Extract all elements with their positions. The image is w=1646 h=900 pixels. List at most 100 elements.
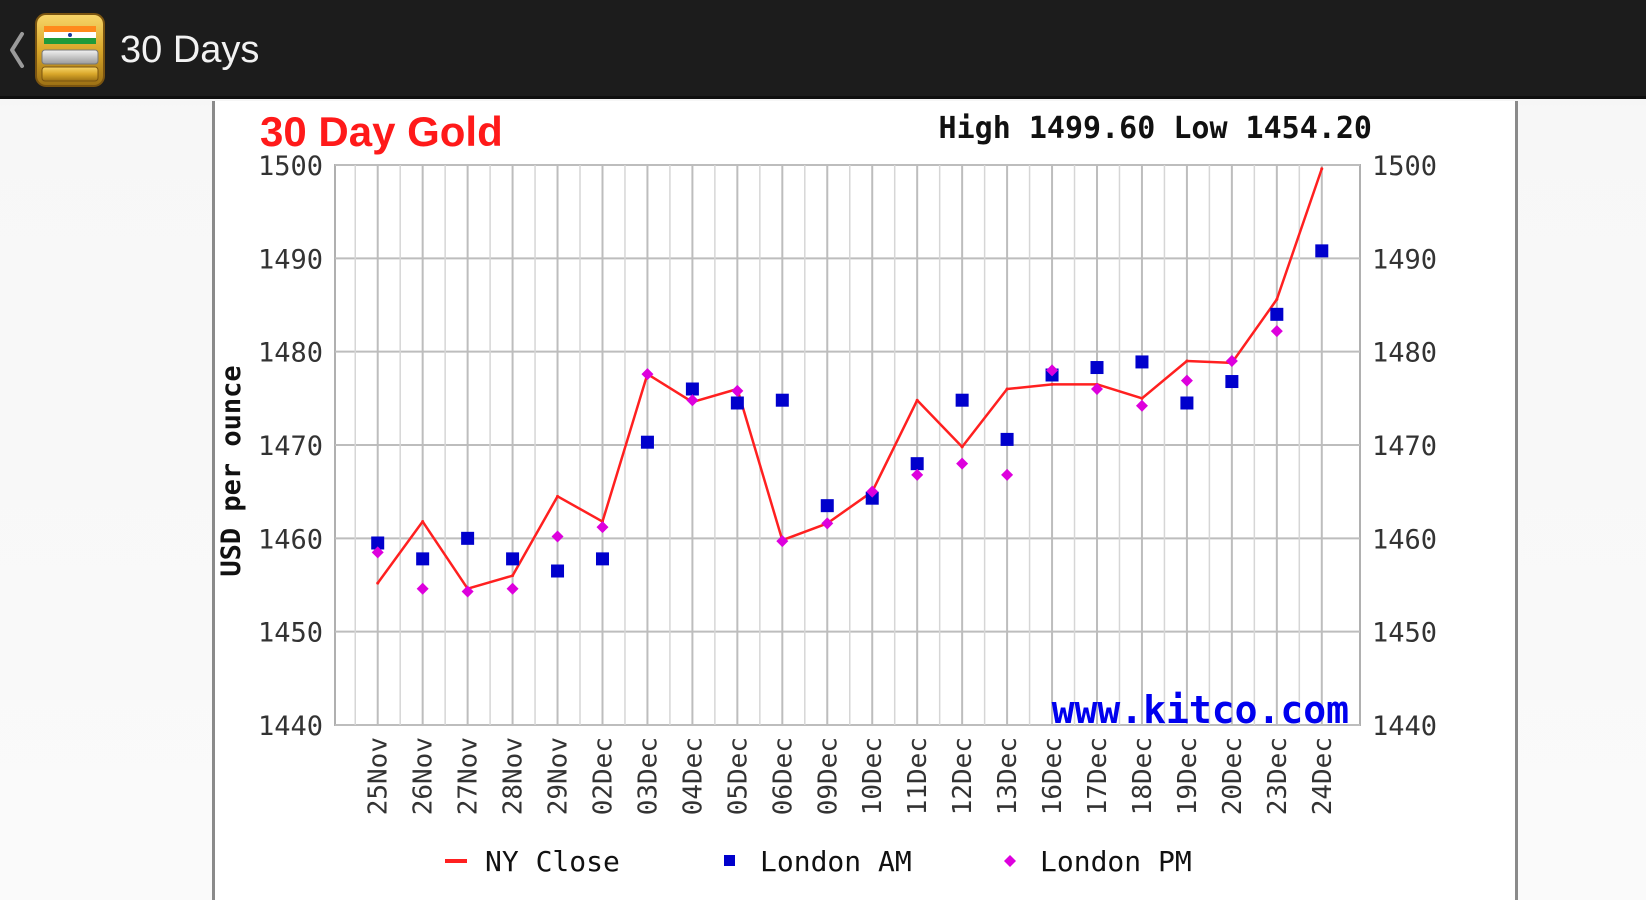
london-am-point — [461, 531, 475, 545]
london-pm-point — [1091, 383, 1104, 395]
legend-square-swatch — [724, 855, 735, 866]
london-am-point — [1180, 396, 1194, 410]
london-pm-point — [506, 582, 519, 595]
london-am-point — [506, 552, 520, 566]
london-pm-point — [1135, 399, 1148, 412]
ny-close-point — [1005, 387, 1009, 391]
x-tick-label: 05Dec — [723, 737, 753, 815]
london-am-point — [865, 491, 879, 505]
y-axis-right: 1440 1450 1460 1470 1480 1490 1500 — [1372, 151, 1437, 742]
x-tick-label: 23Dec — [1263, 737, 1293, 815]
london-pm-point — [911, 468, 924, 481]
london-am-point — [730, 396, 744, 410]
y-tick-label: 1470 — [258, 431, 323, 462]
high-low-readout: High 1499.60 Low 1454.20 — [939, 111, 1372, 146]
y-axis-label: USD per ounce — [216, 365, 247, 576]
ny-close-point — [1275, 297, 1279, 301]
ny-close-point — [556, 494, 560, 498]
chart-grid — [334, 164, 1361, 726]
london-am-point — [1000, 432, 1014, 446]
y-tick-label-right: 1450 — [1372, 618, 1437, 649]
london-pm-point — [461, 585, 474, 598]
x-tick-label: 02Dec — [588, 737, 618, 815]
y-tick-label: 1500 — [258, 151, 323, 182]
ny-close-point — [421, 520, 425, 524]
ny-close-point — [511, 574, 515, 578]
ny-close-line — [376, 168, 1323, 590]
london-am-point — [1090, 361, 1104, 375]
chart-title: 30 Day Gold — [260, 108, 503, 155]
legend-label: NY Close — [485, 845, 620, 878]
x-tick-label: 13Dec — [993, 737, 1023, 815]
series-london-pm — [371, 325, 1283, 598]
ny-close-point — [1050, 382, 1054, 386]
kitco-watermark: www.kitco.com — [1052, 688, 1349, 732]
x-tick-label: 25Nov — [364, 737, 394, 815]
x-tick-label: 09Dec — [813, 737, 843, 815]
y-tick-label-right: 1440 — [1372, 711, 1437, 742]
london-pm-point — [1180, 374, 1193, 387]
x-tick-label: 11Dec — [903, 737, 933, 815]
london-am-point — [640, 435, 654, 449]
london-pm-point — [776, 535, 789, 548]
y-tick-label-right: 1500 — [1372, 151, 1437, 182]
x-tick-label: 06Dec — [768, 737, 798, 815]
action-bar: 30 Days — [0, 0, 1646, 99]
london-pm-point — [371, 546, 384, 559]
x-tick-label: 27Nov — [454, 737, 484, 815]
london-pm-point — [1225, 355, 1238, 367]
ny-close-point — [960, 445, 964, 449]
legend-label: London AM — [760, 845, 912, 878]
london-am-point — [910, 457, 924, 471]
chart-panel: 30 Day Gold High 1499.60 Low 1454.20 USD… — [212, 101, 1518, 900]
london-pm-point — [956, 457, 969, 470]
y-tick-label-right: 1460 — [1372, 524, 1437, 555]
x-tick-label: 26Nov — [409, 737, 439, 815]
india-gold-bars-app-icon[interactable] — [34, 12, 106, 88]
y-axis-left: 1440 1450 1460 1470 1480 1490 1500 — [258, 151, 323, 742]
chevron-left-icon[interactable] — [8, 28, 26, 72]
gold-price-chart: 30 Day Gold High 1499.60 Low 1454.20 USD… — [216, 108, 1437, 878]
london-pm-point — [416, 582, 429, 595]
london-am-point — [1315, 244, 1329, 258]
x-tick-label: 20Dec — [1218, 737, 1248, 815]
london-am-point — [775, 393, 789, 407]
x-tick-label: 03Dec — [633, 737, 663, 815]
y-tick-label: 1450 — [258, 618, 323, 649]
y-tick-label-right: 1470 — [1372, 431, 1437, 462]
london-pm-point — [1270, 325, 1283, 338]
x-tick-label: 16Dec — [1038, 737, 1068, 815]
y-tick-label-right: 1480 — [1372, 338, 1437, 369]
london-pm-point — [731, 384, 744, 397]
london-pm-point — [596, 521, 609, 534]
london-pm-point — [1046, 364, 1059, 377]
london-am-point — [1270, 307, 1284, 321]
london-am-point — [416, 552, 430, 566]
london-am-point — [820, 499, 834, 513]
ny-close-point — [1140, 396, 1144, 400]
london-am-point — [955, 393, 969, 407]
ny-close-point — [915, 398, 919, 402]
legend-diamond-swatch — [1004, 855, 1016, 867]
ny-close-point — [1320, 167, 1324, 171]
london-am-point — [371, 536, 385, 550]
ny-close-point — [1185, 359, 1189, 363]
x-tick-label: 18Dec — [1128, 737, 1158, 815]
y-tick-label: 1480 — [258, 338, 323, 369]
london-pm-point — [686, 394, 699, 407]
y-tick-label: 1460 — [258, 524, 323, 555]
x-tick-label: 10Dec — [858, 737, 888, 815]
x-tick-label: 24Dec — [1308, 737, 1338, 815]
london-am-point — [685, 382, 699, 396]
x-tick-label: 19Dec — [1173, 737, 1203, 815]
x-tick-label: 12Dec — [948, 737, 978, 815]
x-axis: 25Nov 26Nov 27Nov 28Nov 29Nov 02Dec 03Dec 04Dec… — [364, 737, 1338, 815]
london-pm-point — [866, 485, 879, 498]
x-tick-label: 28Nov — [499, 737, 529, 815]
ny-close-point — [376, 581, 380, 585]
legend-label: London PM — [1040, 845, 1192, 878]
london-am-point — [595, 552, 609, 566]
london-pm-point — [641, 368, 654, 381]
x-tick-label: 17Dec — [1083, 737, 1113, 815]
page-title: 30 Days — [120, 29, 260, 71]
